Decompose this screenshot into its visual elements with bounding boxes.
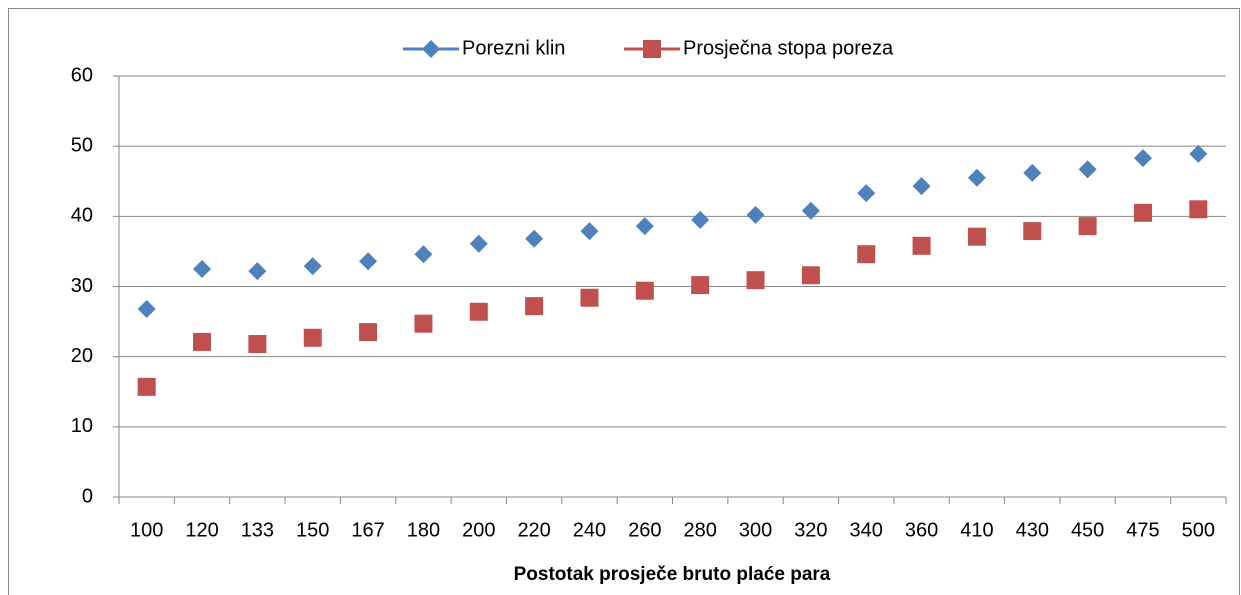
point bbox=[967, 227, 986, 246]
point bbox=[469, 302, 488, 321]
x-tick-label: 150 bbox=[296, 519, 329, 541]
point bbox=[580, 288, 599, 307]
point bbox=[857, 245, 876, 264]
point bbox=[691, 210, 710, 229]
y-tick-label: 0 bbox=[82, 485, 93, 507]
x-tick-label: 450 bbox=[1071, 519, 1104, 541]
y-tick-label: 10 bbox=[71, 415, 93, 437]
point bbox=[1078, 160, 1097, 179]
x-tick-label: 240 bbox=[573, 519, 606, 541]
point bbox=[746, 271, 765, 290]
point bbox=[414, 314, 433, 333]
point bbox=[525, 229, 544, 248]
x-tick-label: 167 bbox=[351, 519, 384, 541]
point bbox=[691, 276, 710, 295]
point bbox=[248, 262, 267, 281]
point bbox=[525, 297, 544, 316]
point bbox=[801, 266, 820, 285]
point bbox=[248, 335, 267, 354]
x-tick-label: 300 bbox=[739, 519, 772, 541]
y-tick-label: 60 bbox=[71, 64, 93, 86]
point bbox=[193, 259, 212, 278]
x-tick-label: 133 bbox=[241, 519, 274, 541]
x-tick-label: 180 bbox=[407, 519, 440, 541]
point bbox=[635, 217, 654, 236]
point bbox=[1078, 217, 1097, 236]
chart-border bbox=[8, 8, 1240, 595]
x-tick-label: 340 bbox=[850, 519, 883, 541]
x-tick-label: 200 bbox=[462, 519, 495, 541]
point bbox=[1023, 222, 1042, 241]
point bbox=[746, 205, 765, 224]
x-tick-label: 260 bbox=[628, 519, 661, 541]
point bbox=[414, 245, 433, 264]
point bbox=[359, 252, 378, 271]
point bbox=[635, 281, 654, 300]
legend-label: Prosječna stopa poreza bbox=[683, 37, 894, 59]
point bbox=[469, 234, 488, 253]
legend-marker bbox=[643, 40, 661, 58]
y-tick-label: 50 bbox=[71, 134, 93, 156]
y-tick-label: 40 bbox=[71, 205, 93, 227]
y-tick-label: 30 bbox=[71, 275, 93, 297]
point bbox=[1189, 144, 1208, 163]
point bbox=[1023, 163, 1042, 182]
x-tick-label: 220 bbox=[517, 519, 550, 541]
point bbox=[1133, 149, 1152, 168]
point bbox=[303, 257, 322, 276]
point bbox=[857, 184, 876, 203]
y-tick-label: 20 bbox=[71, 345, 93, 367]
x-tick-label: 500 bbox=[1182, 519, 1215, 541]
x-tick-label: 120 bbox=[185, 519, 218, 541]
point bbox=[193, 332, 212, 351]
x-tick-label: 360 bbox=[905, 519, 938, 541]
x-tick-label: 320 bbox=[794, 519, 827, 541]
point bbox=[137, 377, 156, 396]
point bbox=[967, 168, 986, 187]
legend-label: Porezni klin bbox=[462, 37, 565, 59]
legend-marker bbox=[422, 40, 440, 58]
point bbox=[801, 201, 820, 220]
x-tick-label: 430 bbox=[1016, 519, 1049, 541]
point bbox=[912, 177, 931, 196]
point bbox=[1189, 200, 1208, 219]
point bbox=[303, 328, 322, 347]
x-tick-label: 280 bbox=[683, 519, 716, 541]
point bbox=[912, 236, 931, 255]
x-tick-label: 100 bbox=[130, 519, 163, 541]
point bbox=[359, 323, 378, 342]
point bbox=[580, 222, 599, 241]
point bbox=[1133, 203, 1152, 222]
x-tick-label: 475 bbox=[1126, 519, 1159, 541]
x-axis-title: Postotak prosječe bruto plaće para bbox=[514, 564, 831, 585]
point bbox=[137, 299, 156, 318]
x-tick-label: 410 bbox=[960, 519, 993, 541]
